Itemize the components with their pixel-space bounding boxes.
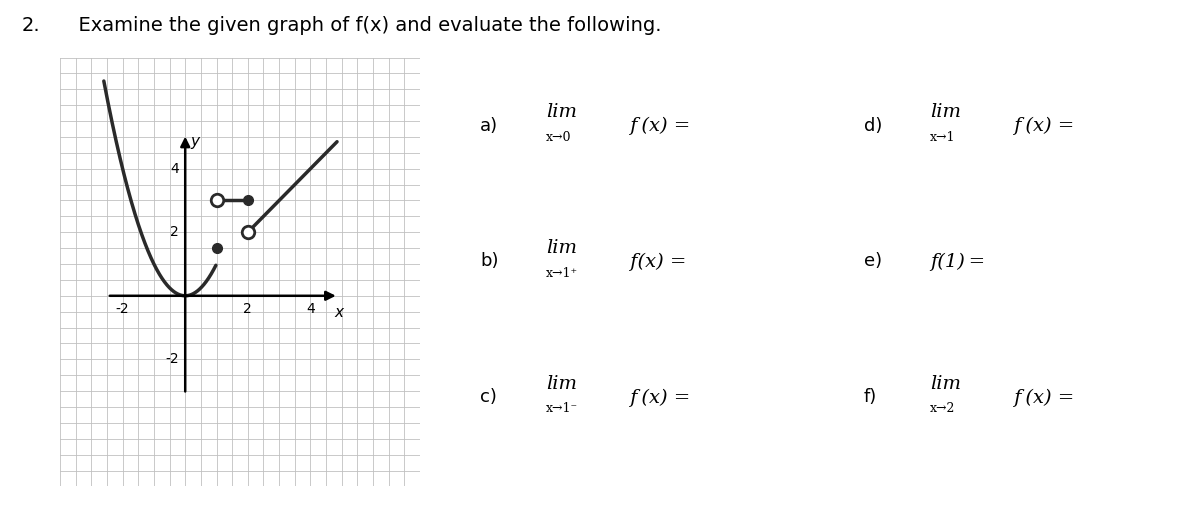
Text: b): b)	[480, 253, 498, 270]
Text: -2: -2	[166, 353, 179, 366]
Text: 4: 4	[306, 302, 314, 316]
Text: y: y	[190, 134, 199, 150]
Text: d): d)	[864, 117, 882, 134]
Text: x→2: x→2	[930, 403, 955, 415]
Text: x→1: x→1	[930, 131, 955, 143]
Text: a): a)	[480, 117, 498, 134]
Text: 2: 2	[244, 302, 252, 316]
Text: 4: 4	[170, 162, 179, 176]
Text: -2: -2	[115, 302, 130, 316]
Text: 2: 2	[170, 225, 179, 239]
Text: f(x) =: f(x) =	[624, 253, 686, 270]
Text: f(1) =: f(1) =	[930, 253, 985, 270]
Text: f (x) =: f (x) =	[624, 389, 690, 406]
Text: c): c)	[480, 389, 497, 406]
Text: lim: lim	[546, 240, 577, 257]
Text: f (x) =: f (x) =	[1008, 117, 1074, 134]
Text: lim: lim	[546, 376, 577, 393]
Text: x→0: x→0	[546, 131, 571, 143]
Text: e): e)	[864, 253, 882, 270]
Text: 2.: 2.	[22, 16, 41, 35]
Text: f (x) =: f (x) =	[624, 117, 690, 134]
Text: x→1⁻: x→1⁻	[546, 403, 578, 415]
Text: f (x) =: f (x) =	[1008, 389, 1074, 406]
Text: x→1⁺: x→1⁺	[546, 267, 578, 279]
Text: lim: lim	[930, 104, 961, 121]
Text: x: x	[335, 305, 343, 320]
Text: f): f)	[864, 389, 877, 406]
Text: Examine the given graph of f(x) and evaluate the following.: Examine the given graph of f(x) and eval…	[66, 16, 661, 35]
Text: lim: lim	[930, 376, 961, 393]
Text: lim: lim	[546, 104, 577, 121]
